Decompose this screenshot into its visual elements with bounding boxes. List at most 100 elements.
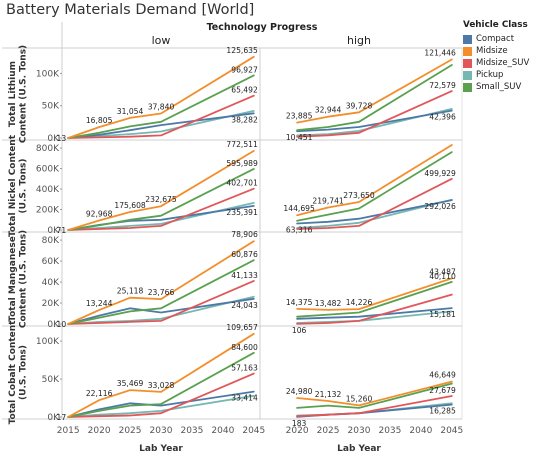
- panel-title: Technology Progress: [207, 22, 318, 33]
- series-line-midsize_suv: [67, 279, 255, 325]
- y-axis-label: Total LithiumContent (U.S. Tons): [8, 45, 28, 143]
- x-axis-label: Lab Year: [337, 444, 381, 454]
- series-line-midsize: [296, 380, 453, 407]
- y-tick-label: 200K: [36, 206, 60, 216]
- legend-swatch: [463, 70, 472, 80]
- series-line-midsize_suv: [296, 90, 453, 138]
- series-line-midsize: [67, 149, 255, 231]
- y-axis-label-line: Total Cobalt Content: [8, 320, 18, 425]
- y-axis-label-line: Content (U.S. Tons): [18, 45, 28, 143]
- series-line-compact: [296, 109, 453, 133]
- data-label: 63,316: [286, 226, 313, 235]
- y-axis-label-line: Total Nickel Content: [8, 134, 18, 237]
- data-label: 402,701: [226, 179, 258, 188]
- series-line-midsize: [67, 332, 255, 418]
- x-tick-label: 2025: [119, 426, 142, 436]
- data-label: 96,927: [231, 65, 258, 74]
- legend-item-2[interactable]: Midsize_SUV: [463, 57, 529, 69]
- data-label: 15,260: [346, 394, 373, 403]
- data-label: 57,163: [231, 364, 258, 373]
- data-label: 121,446: [424, 49, 456, 58]
- y-axis-label-line: (U.S. Tons): [18, 159, 28, 214]
- data-label: 16,285: [429, 407, 456, 416]
- x-tick-label: 2025: [317, 426, 340, 436]
- y-tick-label: 0K: [47, 413, 60, 423]
- series-line-midsize: [67, 55, 255, 139]
- data-label: 92,968: [86, 209, 113, 218]
- data-label: 23,885: [286, 112, 313, 121]
- data-label: 39,728: [346, 101, 373, 110]
- y-tick-label: 800K: [36, 144, 60, 154]
- series-line-compact: [296, 199, 453, 225]
- series-line-midsize: [67, 240, 255, 325]
- data-label: 144,695: [283, 204, 315, 213]
- legend-title: Vehicle Class: [463, 20, 528, 30]
- x-tick-label: 2015: [57, 426, 80, 436]
- legend-swatch: [463, 82, 472, 92]
- y-axis-label: Total ManganeseContent (U.S. Tons): [8, 230, 28, 328]
- data-label: 292,026: [424, 202, 456, 211]
- series-line-pickup: [296, 198, 453, 229]
- data-label: 232,675: [145, 195, 177, 204]
- data-label: 60,876: [231, 250, 258, 259]
- y-tick-label: 50K: [42, 102, 60, 112]
- y-axis-label-line: Total Manganese: [8, 236, 18, 322]
- legend-item-4[interactable]: Small_SUV: [463, 81, 529, 93]
- data-label: 78,906: [231, 230, 258, 239]
- y-tick-label: 60K: [42, 257, 60, 267]
- data-label: 273,650: [343, 191, 375, 200]
- data-label: 13,244: [86, 299, 113, 308]
- data-label: 17: [57, 413, 67, 422]
- x-axis-label: Lab Year: [139, 444, 183, 454]
- data-label: 499,929: [424, 169, 456, 178]
- data-label: 25,118: [117, 287, 144, 296]
- data-label: 43,487: [429, 267, 456, 276]
- series-line-small_suv: [67, 167, 255, 231]
- legend-item-3[interactable]: Pickup: [463, 69, 529, 81]
- data-label: 16,805: [86, 116, 113, 125]
- data-label: 13: [57, 134, 67, 143]
- series-line-midsize_suv: [296, 293, 453, 325]
- data-label: 14,226: [346, 298, 373, 307]
- data-label: 10: [57, 320, 67, 329]
- data-label: 38,282: [231, 115, 258, 124]
- data-label: 13,482: [315, 299, 342, 308]
- legend-item-1[interactable]: Midsize: [463, 45, 529, 57]
- data-label: 46,649: [429, 371, 456, 380]
- y-axis-label: Total Nickel Content(U.S. Tons): [8, 134, 28, 237]
- column-header-high: high: [347, 34, 371, 47]
- data-label: 72,579: [429, 81, 456, 90]
- y-axis-label-line: (U.S. Tons): [18, 345, 28, 400]
- series-line-midsize: [296, 144, 453, 217]
- data-label: 84,600: [231, 343, 258, 352]
- y-tick-label: 0K: [47, 320, 60, 330]
- data-label: 32,944: [315, 106, 342, 115]
- y-tick-label: 80K: [42, 236, 60, 246]
- data-label: 109,657: [226, 323, 258, 332]
- series-line-midsize: [296, 277, 453, 311]
- data-label: 14,375: [286, 298, 313, 307]
- data-label: 219,741: [312, 196, 344, 205]
- legend-item-0[interactable]: Compact: [463, 33, 529, 45]
- data-label: 22,116: [86, 389, 113, 398]
- data-label: 37,840: [148, 103, 175, 112]
- x-tick-label: 2020: [88, 426, 111, 436]
- legend-label: Compact: [476, 34, 515, 44]
- legend-label: Midsize_SUV: [476, 58, 530, 68]
- y-tick-label: 0K: [47, 134, 60, 144]
- y-axis-label-line: Total Lithium: [8, 61, 18, 127]
- data-label: 33,028: [148, 381, 175, 390]
- x-tick-label: 2030: [150, 426, 173, 436]
- y-tick-label: 400K: [36, 185, 60, 195]
- series-line-small_suv: [296, 382, 453, 409]
- data-label: 125,635: [226, 46, 258, 55]
- data-label: 772,511: [226, 140, 258, 149]
- column-header-low: low: [152, 34, 171, 47]
- legend-swatch: [463, 46, 472, 56]
- data-label: 33,414: [231, 394, 258, 403]
- y-tick-label: 50K: [42, 375, 60, 385]
- legend-label: Midsize: [476, 46, 508, 56]
- data-label: 21,132: [315, 390, 342, 399]
- legend-label: Pickup: [476, 70, 504, 80]
- legend-label: Small_SUV: [476, 82, 522, 92]
